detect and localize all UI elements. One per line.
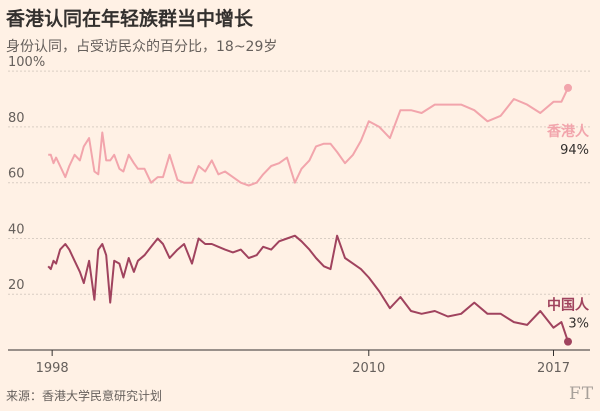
series-end-point	[564, 337, 572, 346]
series-end-value-label: 94%	[560, 143, 589, 158]
series-name-label: 中国人	[547, 297, 590, 314]
series-end-value-label: 3%	[568, 317, 589, 332]
ft-logo: FT	[569, 384, 595, 404]
y-tick-label: 80	[8, 111, 25, 126]
series-line	[47, 234, 569, 342]
y-tick-label: 20	[8, 278, 25, 293]
series-name-label: 香港人	[546, 123, 590, 140]
x-tick-label: 1998	[36, 361, 69, 376]
series-line	[48, 87, 569, 187]
series-end-point	[564, 83, 572, 92]
source-note: 来源：香港大学民意研究计划	[6, 389, 163, 403]
line-chart: 20 40 60 80 100% 1998 2010 2017 香港人 94% 中国人 3%	[8, 55, 590, 376]
y-tick-label: 60	[8, 167, 25, 182]
y-tick-label: 40	[8, 222, 25, 237]
x-tick-label: 2010	[352, 361, 385, 376]
y-tick-label: 100%	[8, 55, 45, 70]
x-tick-label: 2017	[537, 361, 570, 376]
chart-title: 香港认同在年轻族群当中增长	[6, 8, 254, 30]
chart-subtitle: 身份认同，占受访民众的百分比，18~29岁	[6, 39, 278, 55]
